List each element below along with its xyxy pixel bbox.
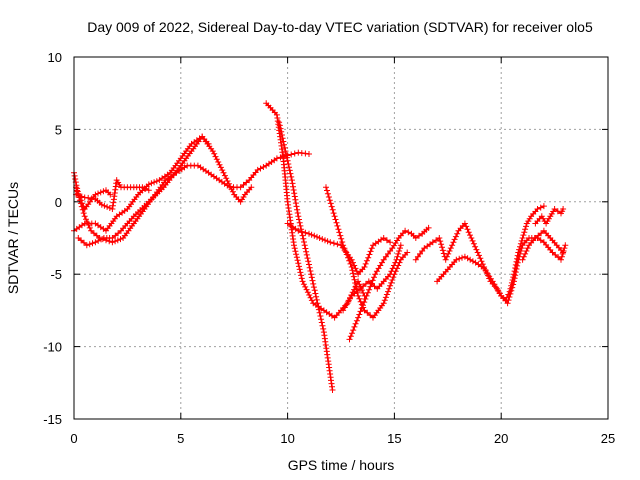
series-arc-14 [519,227,567,263]
series-markers [75,133,255,249]
series-markers [519,227,567,263]
grid-layer [74,57,608,419]
series-arc-4 [75,133,255,249]
series-layer [71,100,569,393]
series-markers [532,206,567,227]
series-arc-5 [73,177,152,212]
series-markers [323,184,411,321]
x-axis-label: GPS time / hours [288,457,395,473]
series-arc-11 [340,242,404,314]
series-arc-7 [276,119,336,393]
x-tick-label: 25 [601,431,615,446]
x-tick-label: 5 [177,431,184,446]
series-arc-9 [323,184,411,321]
y-tick-label: -10 [43,340,62,355]
y-tick-label: 10 [48,50,62,65]
series-markers [276,119,336,393]
series-markers [73,177,152,212]
y-tick-label: -5 [50,267,62,282]
x-tick-label: 0 [70,431,77,446]
x-tick-label: 20 [494,431,508,446]
chart-title: Day 009 of 2022, Sidereal Day-to-day VTE… [87,19,593,35]
series-markers [346,224,432,343]
y-tick-label: 5 [55,122,62,137]
x-tick-label: 10 [280,431,294,446]
y-axis-label: SDTVAR / TECUs [5,182,21,294]
x-tick-label: 15 [387,431,401,446]
series-arc-15 [532,206,567,227]
plot-frame [73,56,609,420]
series-arc-10 [346,224,432,343]
y-tick-label: -15 [43,412,62,427]
series-markers [340,242,404,314]
series-trace [77,135,253,246]
tick-layer: 0 5 10 15 20 25 -15 -10 -5 0 5 10 [43,50,615,446]
y-tick-label: 0 [55,195,62,210]
